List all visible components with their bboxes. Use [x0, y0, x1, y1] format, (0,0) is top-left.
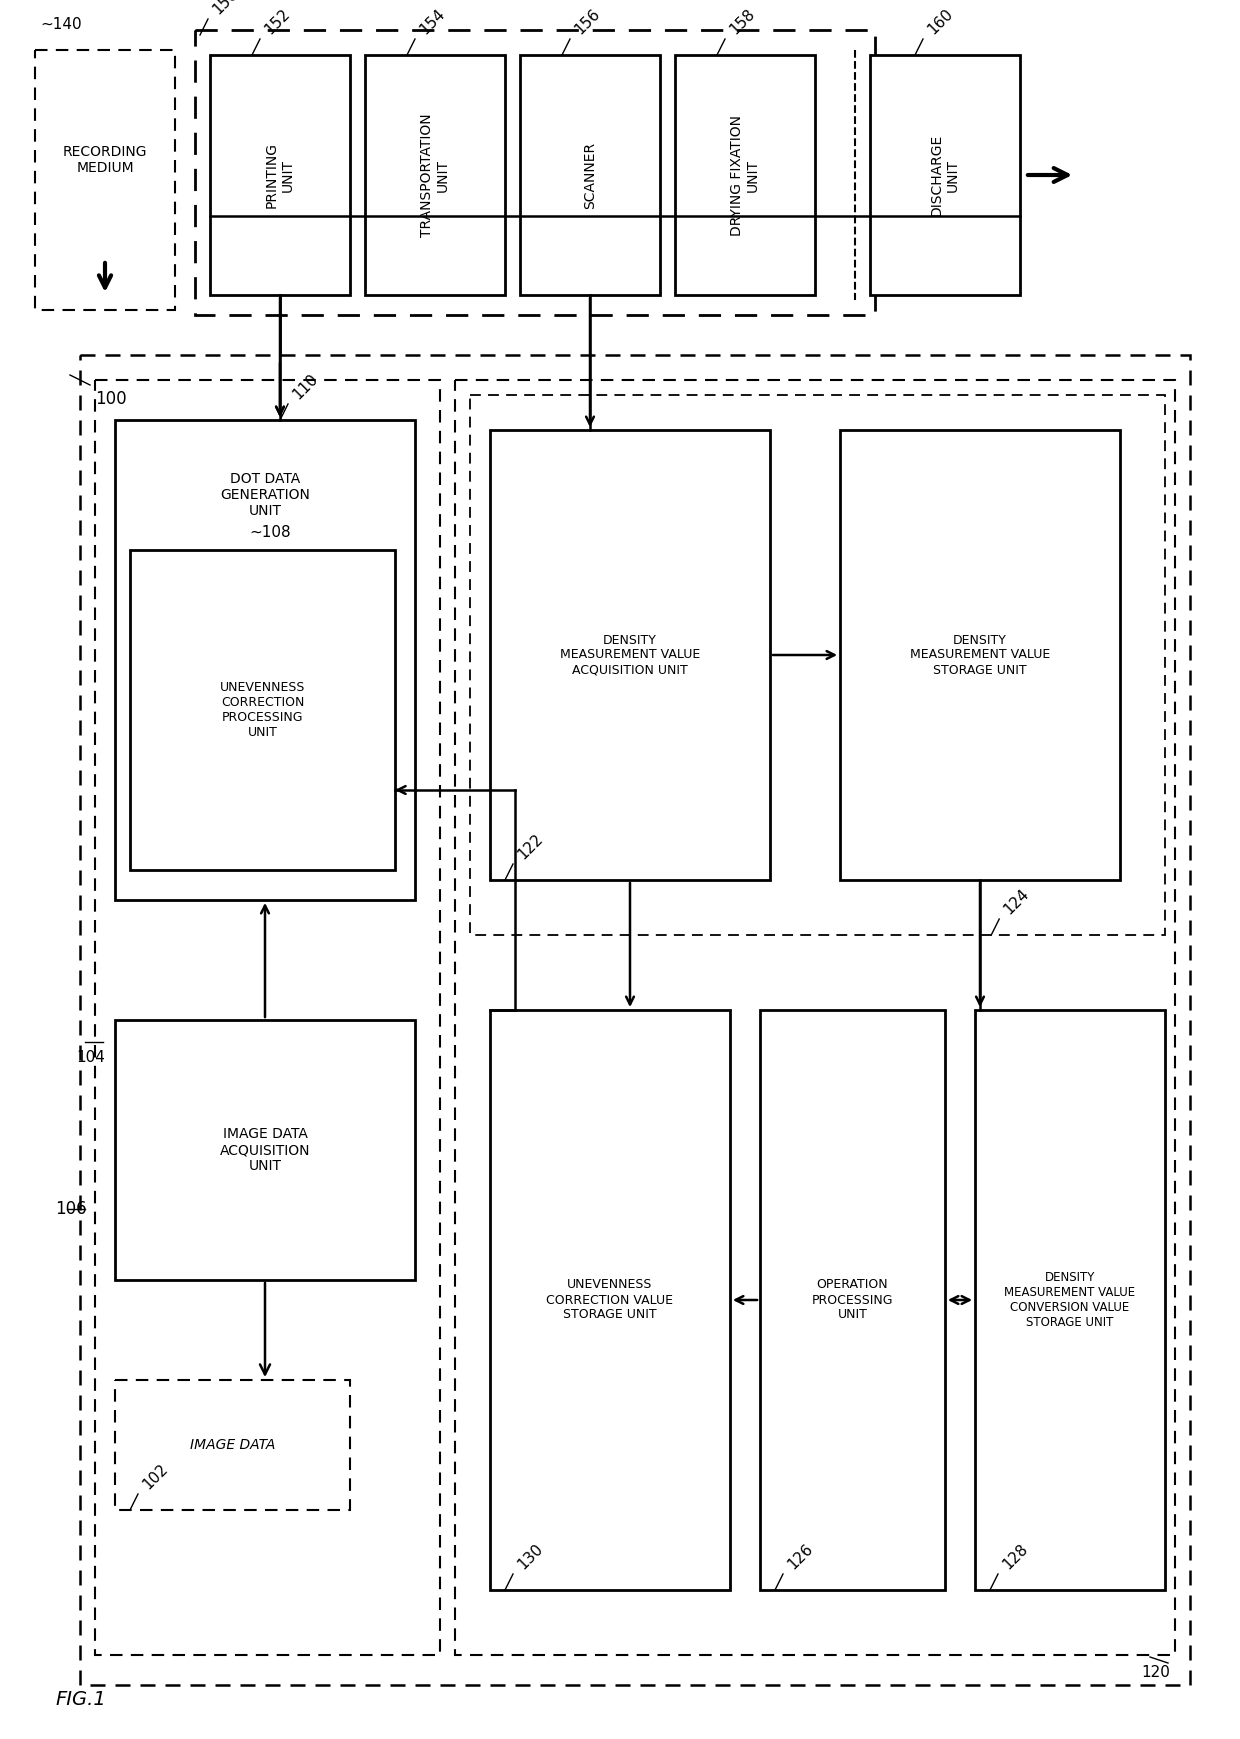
- Bar: [195, 30, 875, 315]
- Text: 100: 100: [95, 390, 126, 409]
- Bar: [870, 56, 1021, 296]
- Text: ~140: ~140: [40, 17, 82, 31]
- Text: 128: 128: [999, 1541, 1030, 1572]
- Text: FIG.1: FIG.1: [55, 1690, 105, 1709]
- Text: DENSITY
MEASUREMENT VALUE
STORAGE UNIT: DENSITY MEASUREMENT VALUE STORAGE UNIT: [910, 633, 1050, 676]
- Text: IMAGE DATA: IMAGE DATA: [190, 1438, 275, 1452]
- Text: 104: 104: [76, 1050, 105, 1064]
- Bar: [365, 56, 505, 296]
- Text: DRYING FIXATION
UNIT: DRYING FIXATION UNIT: [730, 115, 760, 235]
- Text: 150: 150: [210, 0, 241, 17]
- Bar: [470, 395, 1166, 936]
- Text: DOT DATA
GENERATION
UNIT: DOT DATA GENERATION UNIT: [219, 471, 310, 518]
- Bar: [760, 1010, 945, 1589]
- Text: 154: 154: [417, 5, 448, 37]
- Text: 110: 110: [290, 370, 321, 402]
- Text: 158: 158: [727, 5, 758, 37]
- Text: 130: 130: [515, 1541, 546, 1572]
- Bar: [35, 50, 175, 310]
- Text: 156: 156: [572, 5, 603, 37]
- Bar: [210, 56, 350, 296]
- Text: 124: 124: [1001, 885, 1032, 916]
- Bar: [95, 381, 440, 1656]
- Text: SCANNER: SCANNER: [583, 141, 596, 209]
- Text: 120: 120: [1141, 1664, 1171, 1680]
- Text: 126: 126: [785, 1541, 816, 1572]
- Bar: [81, 355, 1190, 1685]
- Text: ~108: ~108: [249, 525, 291, 541]
- Text: IMAGE DATA
ACQUISITION
UNIT: IMAGE DATA ACQUISITION UNIT: [219, 1127, 310, 1174]
- Bar: [455, 381, 1176, 1656]
- Bar: [115, 1381, 350, 1509]
- Text: RECORDING
MEDIUM: RECORDING MEDIUM: [63, 144, 148, 176]
- Text: DENSITY
MEASUREMENT VALUE
ACQUISITION UNIT: DENSITY MEASUREMENT VALUE ACQUISITION UN…: [560, 633, 701, 676]
- Bar: [839, 430, 1120, 880]
- Bar: [490, 430, 770, 880]
- Text: 152: 152: [262, 5, 293, 37]
- Text: PRINTING
UNIT: PRINTING UNIT: [265, 143, 295, 209]
- Bar: [520, 56, 660, 296]
- Bar: [115, 421, 415, 901]
- Text: UNEVENNESS
CORRECTION
PROCESSING
UNIT: UNEVENNESS CORRECTION PROCESSING UNIT: [219, 682, 305, 739]
- Text: 160: 160: [925, 5, 956, 37]
- Text: UNEVENNESS
CORRECTION VALUE
STORAGE UNIT: UNEVENNESS CORRECTION VALUE STORAGE UNIT: [547, 1278, 673, 1322]
- Text: OPERATION
PROCESSING
UNIT: OPERATION PROCESSING UNIT: [812, 1278, 893, 1322]
- Text: DISCHARGE
UNIT: DISCHARGE UNIT: [930, 134, 960, 216]
- Text: 122: 122: [515, 831, 546, 863]
- Bar: [115, 1021, 415, 1280]
- Text: 106: 106: [56, 1200, 87, 1217]
- Text: 102: 102: [140, 1461, 171, 1492]
- Text: TRANSPORTATION
UNIT: TRANSPORTATION UNIT: [420, 113, 450, 237]
- Bar: [130, 550, 396, 870]
- Bar: [675, 56, 815, 296]
- Bar: [490, 1010, 730, 1589]
- Bar: [975, 1010, 1166, 1589]
- Text: DENSITY
MEASUREMENT VALUE
CONVERSION VALUE
STORAGE UNIT: DENSITY MEASUREMENT VALUE CONVERSION VAL…: [1004, 1271, 1136, 1329]
